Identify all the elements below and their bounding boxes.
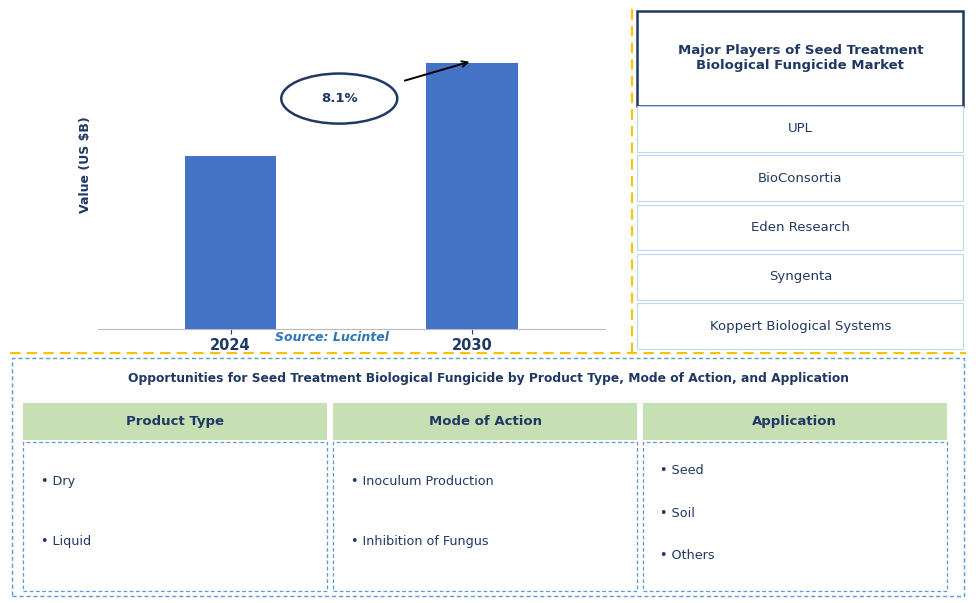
- Text: Syngenta: Syngenta: [769, 271, 832, 283]
- Text: • Others: • Others: [661, 549, 715, 563]
- Text: Koppert Biological Systems: Koppert Biological Systems: [710, 320, 891, 333]
- Text: BioConsortia: BioConsortia: [758, 172, 842, 185]
- Text: • Seed: • Seed: [661, 464, 704, 478]
- Text: Mode of Action: Mode of Action: [428, 415, 542, 428]
- Text: • Liquid: • Liquid: [41, 535, 91, 548]
- Text: Opportunities for Seed Treatment Biological Fungicide by Product Type, Mode of A: Opportunities for Seed Treatment Biologi…: [128, 371, 848, 385]
- Text: • Inhibition of Fungus: • Inhibition of Fungus: [350, 535, 488, 548]
- Text: • Soil: • Soil: [661, 507, 695, 520]
- Text: Product Type: Product Type: [126, 415, 224, 428]
- Bar: [427, 63, 518, 329]
- Text: UPL: UPL: [788, 122, 813, 136]
- Y-axis label: Value (US $B): Value (US $B): [79, 116, 92, 213]
- Text: 8.1%: 8.1%: [321, 92, 357, 105]
- Text: Application: Application: [752, 415, 837, 428]
- Text: • Dry: • Dry: [41, 475, 75, 488]
- Text: • Inoculum Production: • Inoculum Production: [350, 475, 494, 488]
- Bar: [184, 157, 276, 329]
- Text: Eden Research: Eden Research: [751, 221, 850, 234]
- Text: Source: Lucintel: Source: Lucintel: [275, 331, 388, 344]
- Text: Major Players of Seed Treatment
Biological Fungicide Market: Major Players of Seed Treatment Biologic…: [677, 45, 923, 72]
